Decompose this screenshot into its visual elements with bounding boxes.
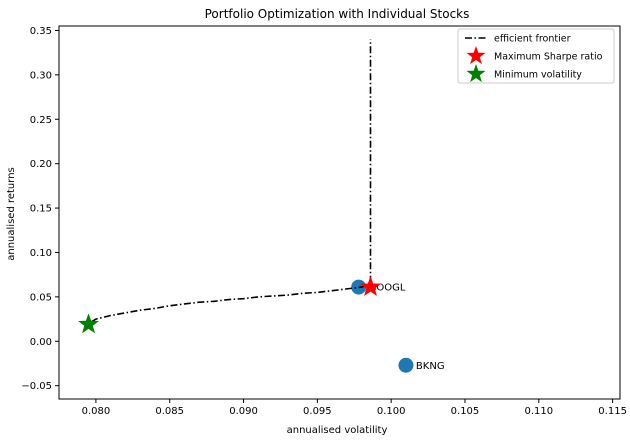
y-tick-label: 0.30	[30, 70, 52, 81]
y-tick-label: 0.20	[30, 159, 52, 170]
y-tick-label: 0.05	[30, 292, 52, 303]
stock-label: BKNG	[416, 361, 445, 372]
legend-star-swatch	[466, 46, 486, 65]
x-tick-label: 0.080	[82, 406, 111, 417]
y-tick-label: 0.10	[30, 248, 52, 259]
x-tick-label: 0.105	[451, 406, 480, 417]
y-tick-label: −0.05	[21, 381, 52, 392]
legend-box	[457, 28, 615, 84]
x-tick-label: 0.090	[229, 406, 258, 417]
minimum-volatility-marker	[78, 313, 99, 334]
legend-entry: Minimum volatility	[466, 64, 582, 83]
legend-star-swatch	[466, 64, 486, 83]
x-tick-label: 0.085	[155, 406, 184, 417]
chart-title: Portfolio Optimization with Individual S…	[205, 7, 470, 21]
legend: efficient frontier Maximum Sharpe ratio Mi…	[457, 28, 615, 84]
legend-label: efficient frontier	[494, 34, 571, 45]
y-tick-label: 0.15	[30, 204, 52, 215]
maximum-sharpe-ratio-marker	[360, 276, 381, 296]
plot-area: 0.080 0.085 0.090 0.095 0.100 0.105 0.110 0.115…	[21, 25, 627, 417]
legend-label: Maximum Sharpe ratio	[494, 52, 603, 63]
y-tick-label: 0.25	[30, 115, 52, 126]
y-tick-label: 0.35	[30, 26, 52, 37]
stock-label: GOOGL	[369, 283, 406, 294]
y-tick-label: 0.00	[30, 337, 52, 348]
legend-entry: Maximum Sharpe ratio	[466, 46, 603, 65]
plot-frame	[58, 25, 621, 400]
x-tick-label: 0.095	[303, 406, 332, 417]
legend-label: Minimum volatility	[494, 70, 582, 81]
y-axis-label: annualised returns	[6, 167, 17, 261]
efficient-frontier-line	[91, 39, 372, 323]
x-tick-label: 0.110	[524, 406, 553, 417]
legend-entry: efficient frontier	[465, 34, 571, 45]
stock-bkng: BKNG	[398, 357, 445, 373]
x-tick-label: 0.115	[598, 406, 627, 417]
stock-point	[398, 357, 414, 373]
x-axis-label: annualised volatility	[287, 425, 388, 436]
x-tick-label: 0.100	[377, 406, 406, 417]
